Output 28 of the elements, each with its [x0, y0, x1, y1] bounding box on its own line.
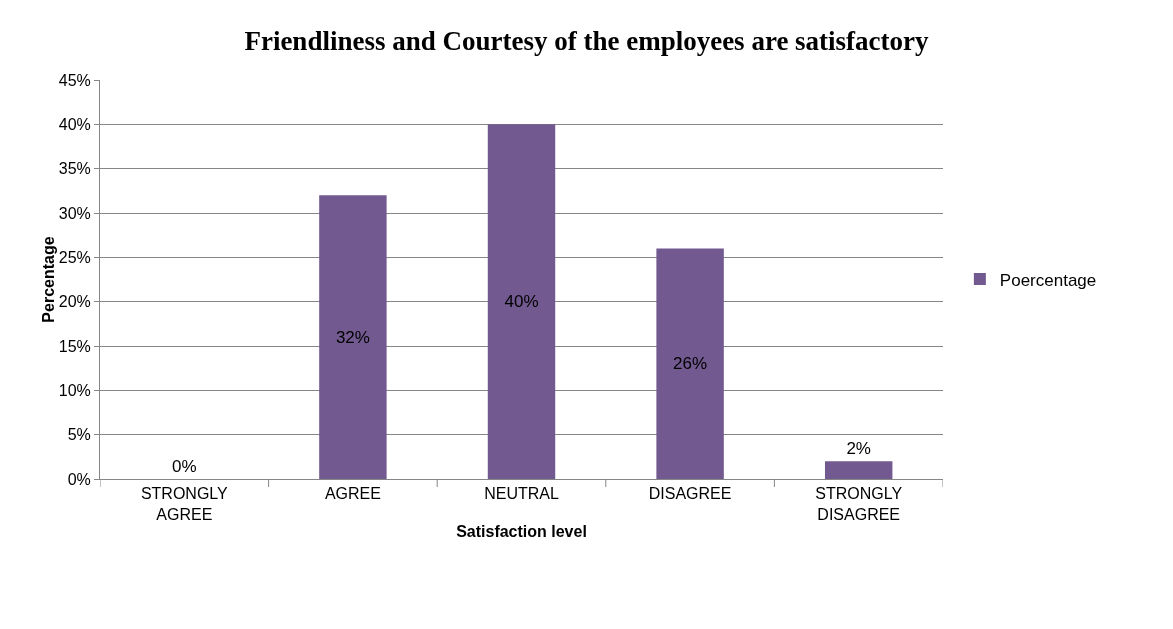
y-tick-label: 5%: [67, 426, 91, 444]
data-label: 2%: [846, 439, 871, 459]
y-axis-title: Percentage: [39, 236, 57, 323]
x-tick-label: DISAGREE: [648, 485, 732, 503]
data-label: 0%: [172, 457, 197, 476]
chart-title: Friendliness and Courtesy of the employees are satisfactory: [244, 26, 930, 57]
y-tick-label: 15%: [58, 337, 91, 355]
data-label: 32%: [335, 327, 370, 347]
y-tick-label: 30%: [58, 204, 91, 222]
legend-label: Poercentage: [999, 270, 1097, 290]
data-label: 40%: [504, 292, 539, 312]
y-tick-label: 10%: [58, 381, 91, 399]
bar: [319, 195, 387, 479]
bar: [656, 248, 724, 479]
y-tick-label: 20%: [58, 293, 91, 311]
bar: [824, 461, 893, 479]
y-tick-label: 25%: [58, 248, 91, 266]
y-tick-label: 40%: [58, 115, 91, 133]
x-axis-title: Satisfaction level: [456, 523, 587, 540]
x-tick-label: NEUTRAL: [484, 485, 559, 503]
bar: [487, 124, 556, 479]
x-tick-label: STRONGLY AGREE: [140, 485, 229, 523]
data-label: 26%: [673, 354, 708, 374]
y-tick-label: 45%: [58, 71, 91, 89]
y-tick-label: 0%: [67, 470, 91, 488]
x-tick-label: AGREE: [324, 485, 381, 503]
x-tick-label: STRONGLY DISAGREE: [815, 485, 903, 523]
y-tick-label: 35%: [58, 160, 91, 178]
